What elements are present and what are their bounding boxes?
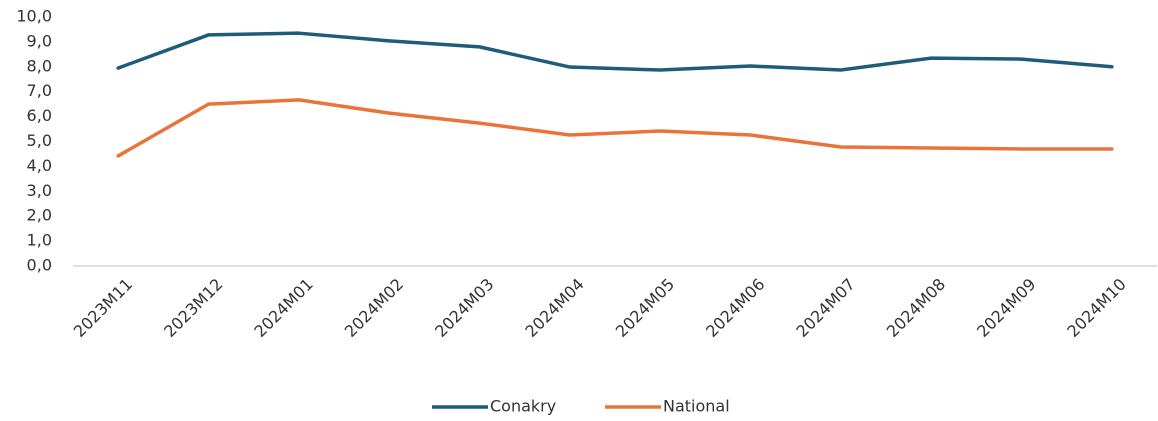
x-tick-label: 2024M08 (883, 275, 949, 341)
y-tick-label: 1,0 (27, 231, 52, 250)
x-tick-label: 2023M11 (70, 275, 136, 341)
x-tick-label: 2024M01 (250, 275, 316, 341)
series-line (116, 31, 1114, 72)
series-line (116, 98, 1114, 158)
legend-label: National (663, 397, 730, 416)
y-tick-label: 10,0 (16, 7, 52, 26)
y-tick-label: 8,0 (27, 56, 52, 75)
y-tick-label: 2,0 (27, 206, 52, 225)
y-tick-label: 5,0 (27, 131, 52, 150)
x-tick-label: 2023M12 (160, 275, 226, 341)
x-tick-label: 2024M06 (702, 275, 768, 341)
y-tick-label: 9,0 (27, 31, 52, 50)
y-tick-label: 0,0 (27, 256, 52, 275)
y-tick-label: 4,0 (27, 156, 52, 175)
x-tick-label: 2024M09 (973, 275, 1039, 341)
x-tick-label: 2024M02 (341, 275, 407, 341)
y-tick-label: 6,0 (27, 106, 52, 125)
x-tick-label: 2024M07 (792, 275, 858, 341)
y-tick-label: 3,0 (27, 181, 52, 200)
x-tick-label: 2024M03 (431, 275, 497, 341)
x-tick-label: 2024M05 (612, 275, 678, 341)
x-tick-label: 2024M10 (1063, 275, 1129, 341)
x-tick-label: 2024M04 (521, 275, 587, 341)
y-tick-label: 7,0 (27, 81, 52, 100)
legend-label: Conakry (490, 397, 556, 416)
